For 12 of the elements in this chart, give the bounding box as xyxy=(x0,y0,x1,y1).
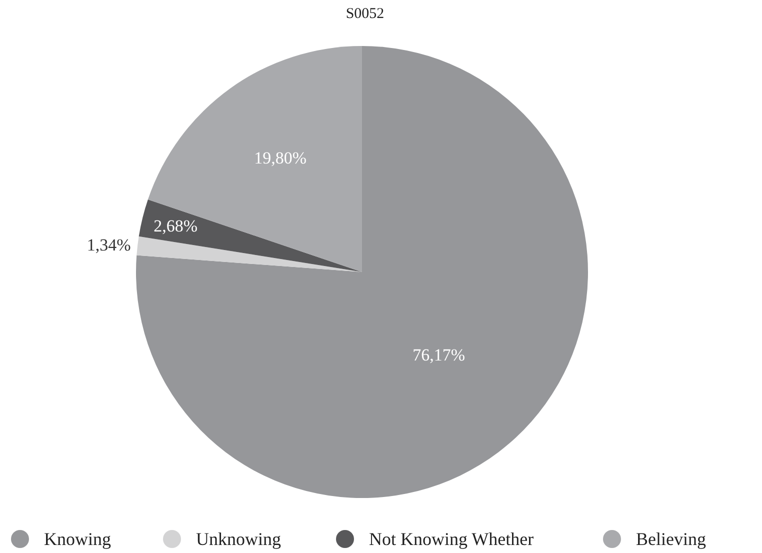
pie-slice xyxy=(136,46,588,498)
data-label: 19,80% xyxy=(254,148,307,168)
chart-title: S0052 xyxy=(346,6,384,22)
data-label: 76,17% xyxy=(412,345,466,364)
legend-label: Believing xyxy=(636,529,706,549)
data-label: 1,34% xyxy=(86,236,131,255)
legend-label: Not Knowing Whether xyxy=(369,529,534,549)
pie-slice xyxy=(138,199,362,272)
data-label: 2,68% xyxy=(154,216,198,236)
pie-slice xyxy=(148,46,362,272)
legend-label: Unknowing xyxy=(196,529,281,549)
legend-label: Knowing xyxy=(44,529,111,549)
